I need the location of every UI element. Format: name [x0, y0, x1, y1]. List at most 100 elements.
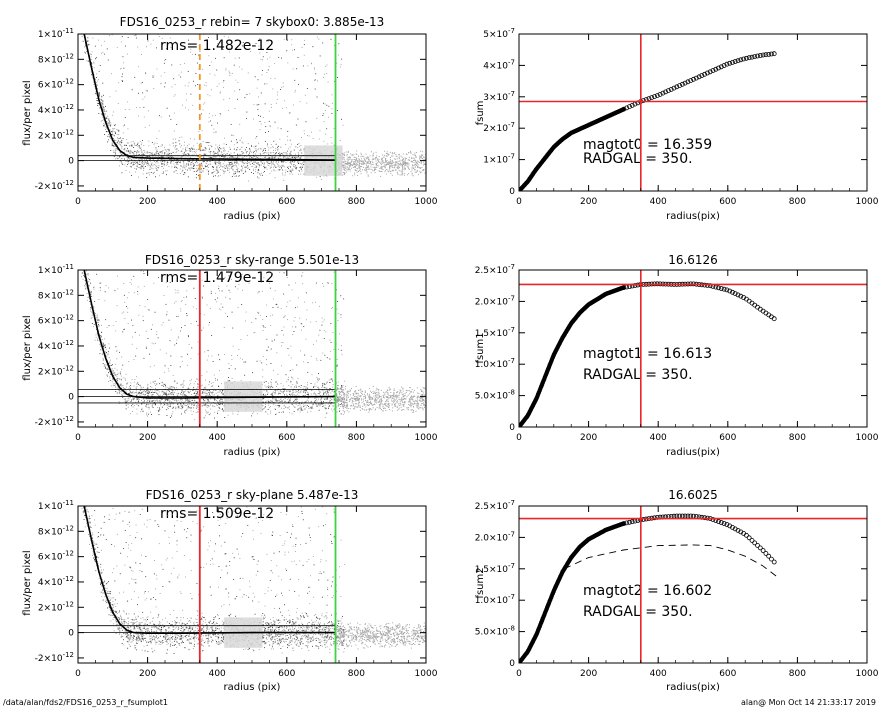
x-axis-ticks: 0 200 400 600 800 1000: [516, 34, 879, 207]
pixel-point: [220, 399, 222, 401]
pixel-point: [91, 63, 93, 65]
pixel-point: [131, 159, 133, 161]
pixel-point: [107, 135, 109, 137]
pixel-point: [94, 45, 96, 47]
pixel-point: [184, 141, 185, 143]
pixel-point: [204, 149, 206, 151]
pixel-point: [276, 334, 278, 336]
pixel-point: [98, 95, 100, 97]
pixel-point: [226, 167, 228, 169]
pixel-point: [180, 151, 182, 152]
pixel-point: [278, 56, 280, 58]
pixel-point: [102, 342, 104, 344]
pixel-point: [251, 166, 253, 167]
pixel-point: [142, 164, 144, 166]
pixel-point: [120, 375, 122, 377]
pixel-point: [365, 168, 367, 170]
pixel-point: [344, 165, 346, 167]
pixel-point: [112, 378, 114, 379]
pixel-point: [290, 170, 292, 172]
pixel-point: [180, 301, 182, 302]
pixel-point: [411, 164, 413, 166]
pixel-point: [326, 64, 328, 66]
pixel-point: [167, 154, 169, 156]
pixel-point: [336, 358, 338, 360]
pixel-point: [176, 159, 178, 161]
pixel-point: [241, 170, 243, 172]
pixel-point: [121, 141, 123, 143]
pixel-point: [123, 148, 125, 150]
pixel-point: [231, 166, 233, 167]
pixel-point: [380, 175, 382, 177]
pixel-point: [98, 93, 99, 95]
pixel-point: [181, 171, 183, 173]
pixel-point: [133, 405, 135, 406]
pixel-point: [176, 400, 178, 402]
pixel-point: [404, 169, 406, 171]
pixel-point: [155, 385, 156, 386]
pixel-point: [284, 156, 286, 158]
pixel-point: [265, 132, 266, 133]
pixel-point: [264, 122, 266, 123]
pixel-point: [326, 73, 328, 74]
pixel-point: [287, 158, 289, 160]
pixel-point: [229, 171, 230, 173]
pixel-point: [273, 140, 275, 142]
pixel-point: [171, 153, 173, 155]
y-tick-label: 0: [68, 157, 74, 167]
pixel-point: [277, 94, 278, 96]
pixel-point: [222, 148, 224, 150]
pixel-point: [381, 159, 382, 161]
pixel-point: [274, 164, 276, 166]
pixel-point: [197, 378, 199, 380]
pixel-point: [113, 145, 115, 147]
pixel-point: [182, 162, 184, 164]
pixel-point: [104, 300, 106, 302]
pixel-point: [407, 174, 409, 176]
pixel-point: [111, 368, 113, 370]
pixel-point: [222, 393, 224, 395]
pixel-point: [219, 150, 220, 152]
pixel-point: [203, 156, 204, 158]
pixel-point: [169, 387, 171, 389]
pixel-point: [222, 306, 224, 308]
pixel-point: [233, 171, 235, 173]
pixel-point: [223, 164, 225, 166]
pixel-point: [414, 154, 416, 156]
pixel-point: [267, 145, 268, 147]
pixel-point: [203, 103, 205, 105]
pixel-point: [411, 169, 413, 171]
pixel-point: [209, 156, 211, 158]
pixel-point: [175, 152, 177, 153]
pixel-point: [116, 149, 118, 151]
pixel-point: [120, 137, 121, 139]
pixel-point: [389, 161, 391, 163]
fsum-point: [652, 94, 657, 99]
pixel-point: [353, 154, 355, 156]
pixel-point: [103, 94, 104, 96]
pixel-point: [142, 173, 144, 175]
pixel-point: [228, 157, 230, 159]
pixel-point: [413, 167, 415, 169]
y-tick-mantissa: 5×10: [483, 30, 508, 40]
pixel-point: [265, 167, 267, 168]
pixel-point: [159, 175, 160, 177]
pixel-point: [89, 64, 91, 66]
pixel-point: [296, 398, 298, 400]
pixel-point: [206, 406, 208, 408]
pixel-point: [203, 168, 205, 170]
pixel-point: [167, 368, 169, 370]
pixel-point: [84, 51, 85, 53]
pixel-point: [177, 167, 179, 169]
pixel-point: [327, 397, 328, 399]
pixel-point: [202, 327, 204, 329]
rms-annotation: rms= 1.482e-12: [160, 38, 274, 54]
pixel-point: [210, 61, 212, 63]
pixel-point: [93, 323, 95, 325]
pixel-point: [120, 41, 122, 43]
pixel-point: [185, 395, 187, 397]
pixel-point: [133, 152, 135, 154]
pixel-point: [219, 163, 221, 165]
pixel-point: [257, 172, 259, 174]
pixel-point: [277, 148, 279, 150]
